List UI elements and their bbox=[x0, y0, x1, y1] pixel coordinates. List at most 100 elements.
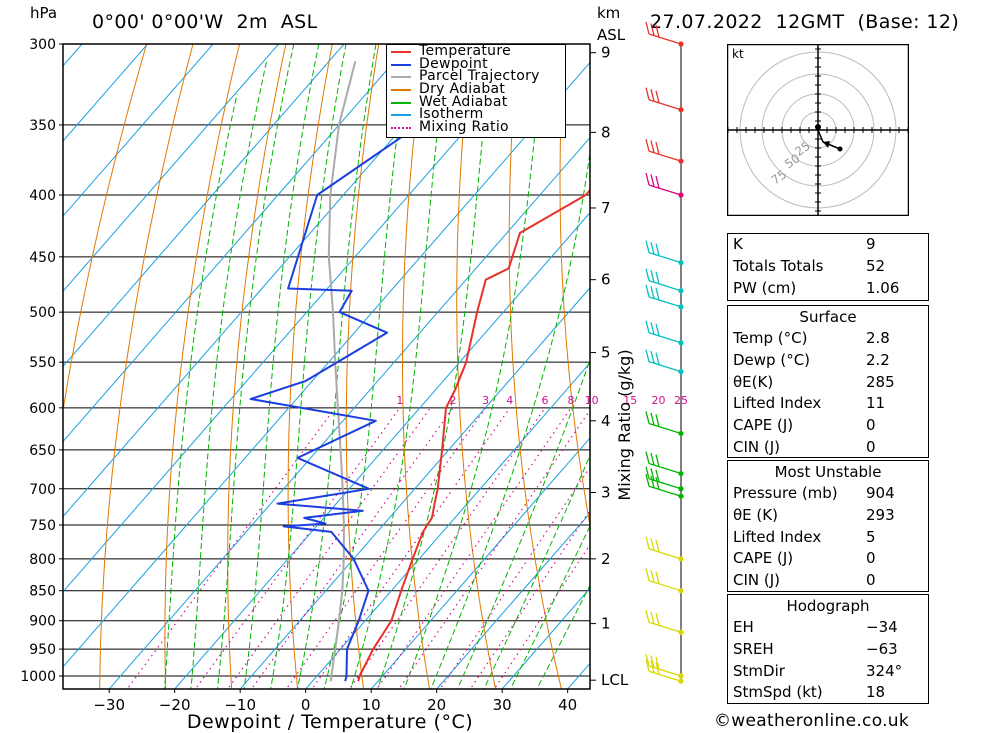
mixing-ratio-line bbox=[376, 407, 572, 689]
isotherm-line bbox=[622, 8, 720, 702]
most-unstable-title: Most Unstable bbox=[774, 463, 882, 481]
wind-barb bbox=[645, 568, 684, 594]
dewpoint-profile bbox=[249, 44, 542, 682]
most-unstable-value: 5 bbox=[866, 527, 876, 546]
most-unstable-row: Pressure (mb) 904 bbox=[728, 483, 928, 505]
wet-adiabat-line bbox=[190, 61, 268, 689]
surface-label: Lifted Index bbox=[733, 394, 822, 413]
legend-label: Parcel Trajectory bbox=[419, 68, 540, 85]
most-unstable-row: θE (K) 293 bbox=[728, 505, 928, 527]
surface-row: Lifted Index 11 bbox=[728, 393, 928, 415]
surface-row: Temp (°C) 2.8 bbox=[728, 328, 928, 350]
index-label: Totals Totals bbox=[733, 256, 824, 275]
wind-barb bbox=[645, 172, 684, 198]
isotherm-line bbox=[305, 362, 590, 689]
legend-item: Isotherm bbox=[387, 106, 565, 123]
most-unstable-row: CIN (J) 0 bbox=[728, 570, 928, 592]
wind-barb bbox=[645, 268, 684, 294]
most-unstable-label: θE (K) bbox=[733, 505, 778, 524]
surface-table: Surface Temp (°C) 2.8 Dewp (°C) 2.2 θE(K) 285… bbox=[727, 305, 929, 458]
x-tick-label: −10 bbox=[224, 696, 256, 714]
pressure-tick-label: 450 bbox=[29, 250, 56, 266]
height-tick-label: 8 bbox=[601, 123, 611, 141]
wet-adiabat-line bbox=[164, 93, 238, 689]
legend-label: Dry Adiabat bbox=[419, 81, 506, 98]
dry-adiabat-line bbox=[657, 8, 720, 702]
hodograph-table: Hodograph EH −34 SREH −63 StmDir 324° StmSpd (… bbox=[727, 594, 929, 704]
surface-label: CAPE (J) bbox=[733, 416, 794, 435]
index-label: K bbox=[733, 235, 743, 253]
pressure-tick-label: 750 bbox=[29, 518, 56, 534]
hodograph-trace bbox=[815, 124, 843, 152]
isotherm-line bbox=[63, 44, 149, 142]
hodograph-stat-row: EH −34 bbox=[728, 617, 928, 639]
pressure-tick-label: 350 bbox=[29, 118, 56, 134]
legend-label: Dewpoint bbox=[419, 55, 488, 72]
wind-barb bbox=[645, 451, 684, 477]
index-label: PW (cm) bbox=[733, 278, 797, 297]
wind-barb bbox=[645, 411, 684, 437]
legend-swatch bbox=[391, 101, 411, 104]
legend-label: Temperature bbox=[419, 43, 511, 59]
mixing-ratio-label: 20 bbox=[652, 394, 666, 407]
height-tick-label: 1 bbox=[601, 615, 611, 633]
mixing-ratio-line bbox=[439, 466, 590, 689]
pressure-tick-label: 300 bbox=[29, 37, 56, 53]
hodograph-stat-value: 18 bbox=[866, 683, 886, 702]
surface-row: CIN (J) 0 bbox=[728, 437, 928, 459]
surface-value: 0 bbox=[866, 437, 876, 456]
mixing-ratio-label: 2 bbox=[449, 394, 456, 407]
wet-adiabat-line bbox=[323, 44, 411, 689]
legend-item: Parcel Trajectory bbox=[387, 68, 565, 85]
credit-label[interactable]: ©weatheronline.co.uk bbox=[714, 711, 910, 731]
dry-adiabat-line bbox=[63, 44, 148, 414]
legend-swatch bbox=[391, 51, 411, 53]
isotherm-line bbox=[370, 437, 590, 689]
mixing-ratio-label: 10 bbox=[585, 394, 599, 407]
surface-row: CAPE (J) 0 bbox=[728, 415, 928, 437]
height-tick-label: 6 bbox=[601, 271, 611, 289]
isotherm-line bbox=[239, 287, 590, 689]
dry-adiabat-line bbox=[345, 44, 380, 689]
mixing-ratio-label: 4 bbox=[506, 394, 513, 407]
wind-barb bbox=[645, 536, 684, 562]
mixing-ratio-line bbox=[194, 407, 401, 689]
wet-adiabat-line bbox=[430, 149, 590, 689]
x-tick-label: 20 bbox=[427, 696, 446, 714]
mixing-ratio-label: 6 bbox=[542, 394, 549, 407]
index-value: 52 bbox=[866, 256, 886, 275]
isotherm-line bbox=[63, 44, 411, 443]
dry-adiabat-line bbox=[559, 44, 590, 528]
surface-value: 285 bbox=[866, 372, 895, 391]
hodograph-stat-label: StmDir bbox=[733, 661, 785, 680]
height-tick-label: LCL bbox=[601, 671, 629, 689]
surface-row: Dewp (°C) 2.2 bbox=[728, 350, 928, 372]
most-unstable-table: Most Unstable Pressure (mb) 904 θE (K) 293 L… bbox=[727, 460, 929, 592]
x-tick-label: −30 bbox=[93, 696, 125, 714]
wind-barb bbox=[645, 87, 684, 113]
pressure-tick-label: 700 bbox=[29, 482, 56, 498]
hodograph-stat-row: StmSpd (kt) 18 bbox=[728, 682, 928, 704]
dry-adiabat-line bbox=[164, 44, 241, 689]
hodograph-stat-value: −34 bbox=[866, 618, 898, 636]
legend-swatch bbox=[391, 63, 411, 66]
most-unstable-row: CAPE (J) 0 bbox=[728, 548, 928, 570]
height-tick-label: 3 bbox=[601, 484, 611, 502]
surface-value: 2.8 bbox=[866, 329, 890, 347]
wind-barb bbox=[645, 653, 684, 679]
hodograph-table-title: Hodograph bbox=[786, 597, 870, 615]
height-tick-label: 7 bbox=[601, 199, 611, 217]
dry-adiabat-line bbox=[99, 44, 194, 689]
legend-item: Dry Adiabat bbox=[387, 81, 565, 98]
pressure-tick-label: 550 bbox=[29, 355, 56, 371]
location-label: 0°00' 0°00'W 2m ASL bbox=[92, 11, 318, 33]
wet-adiabat-line bbox=[296, 44, 377, 689]
wet-adiabat-line bbox=[483, 454, 590, 689]
surface-row: θE(K) 285 bbox=[728, 372, 928, 394]
wet-adiabat-line bbox=[270, 44, 347, 689]
hodograph-stat-value: 324° bbox=[866, 661, 903, 680]
wet-adiabat-line bbox=[243, 44, 320, 689]
legend-label: Isotherm bbox=[419, 106, 484, 123]
